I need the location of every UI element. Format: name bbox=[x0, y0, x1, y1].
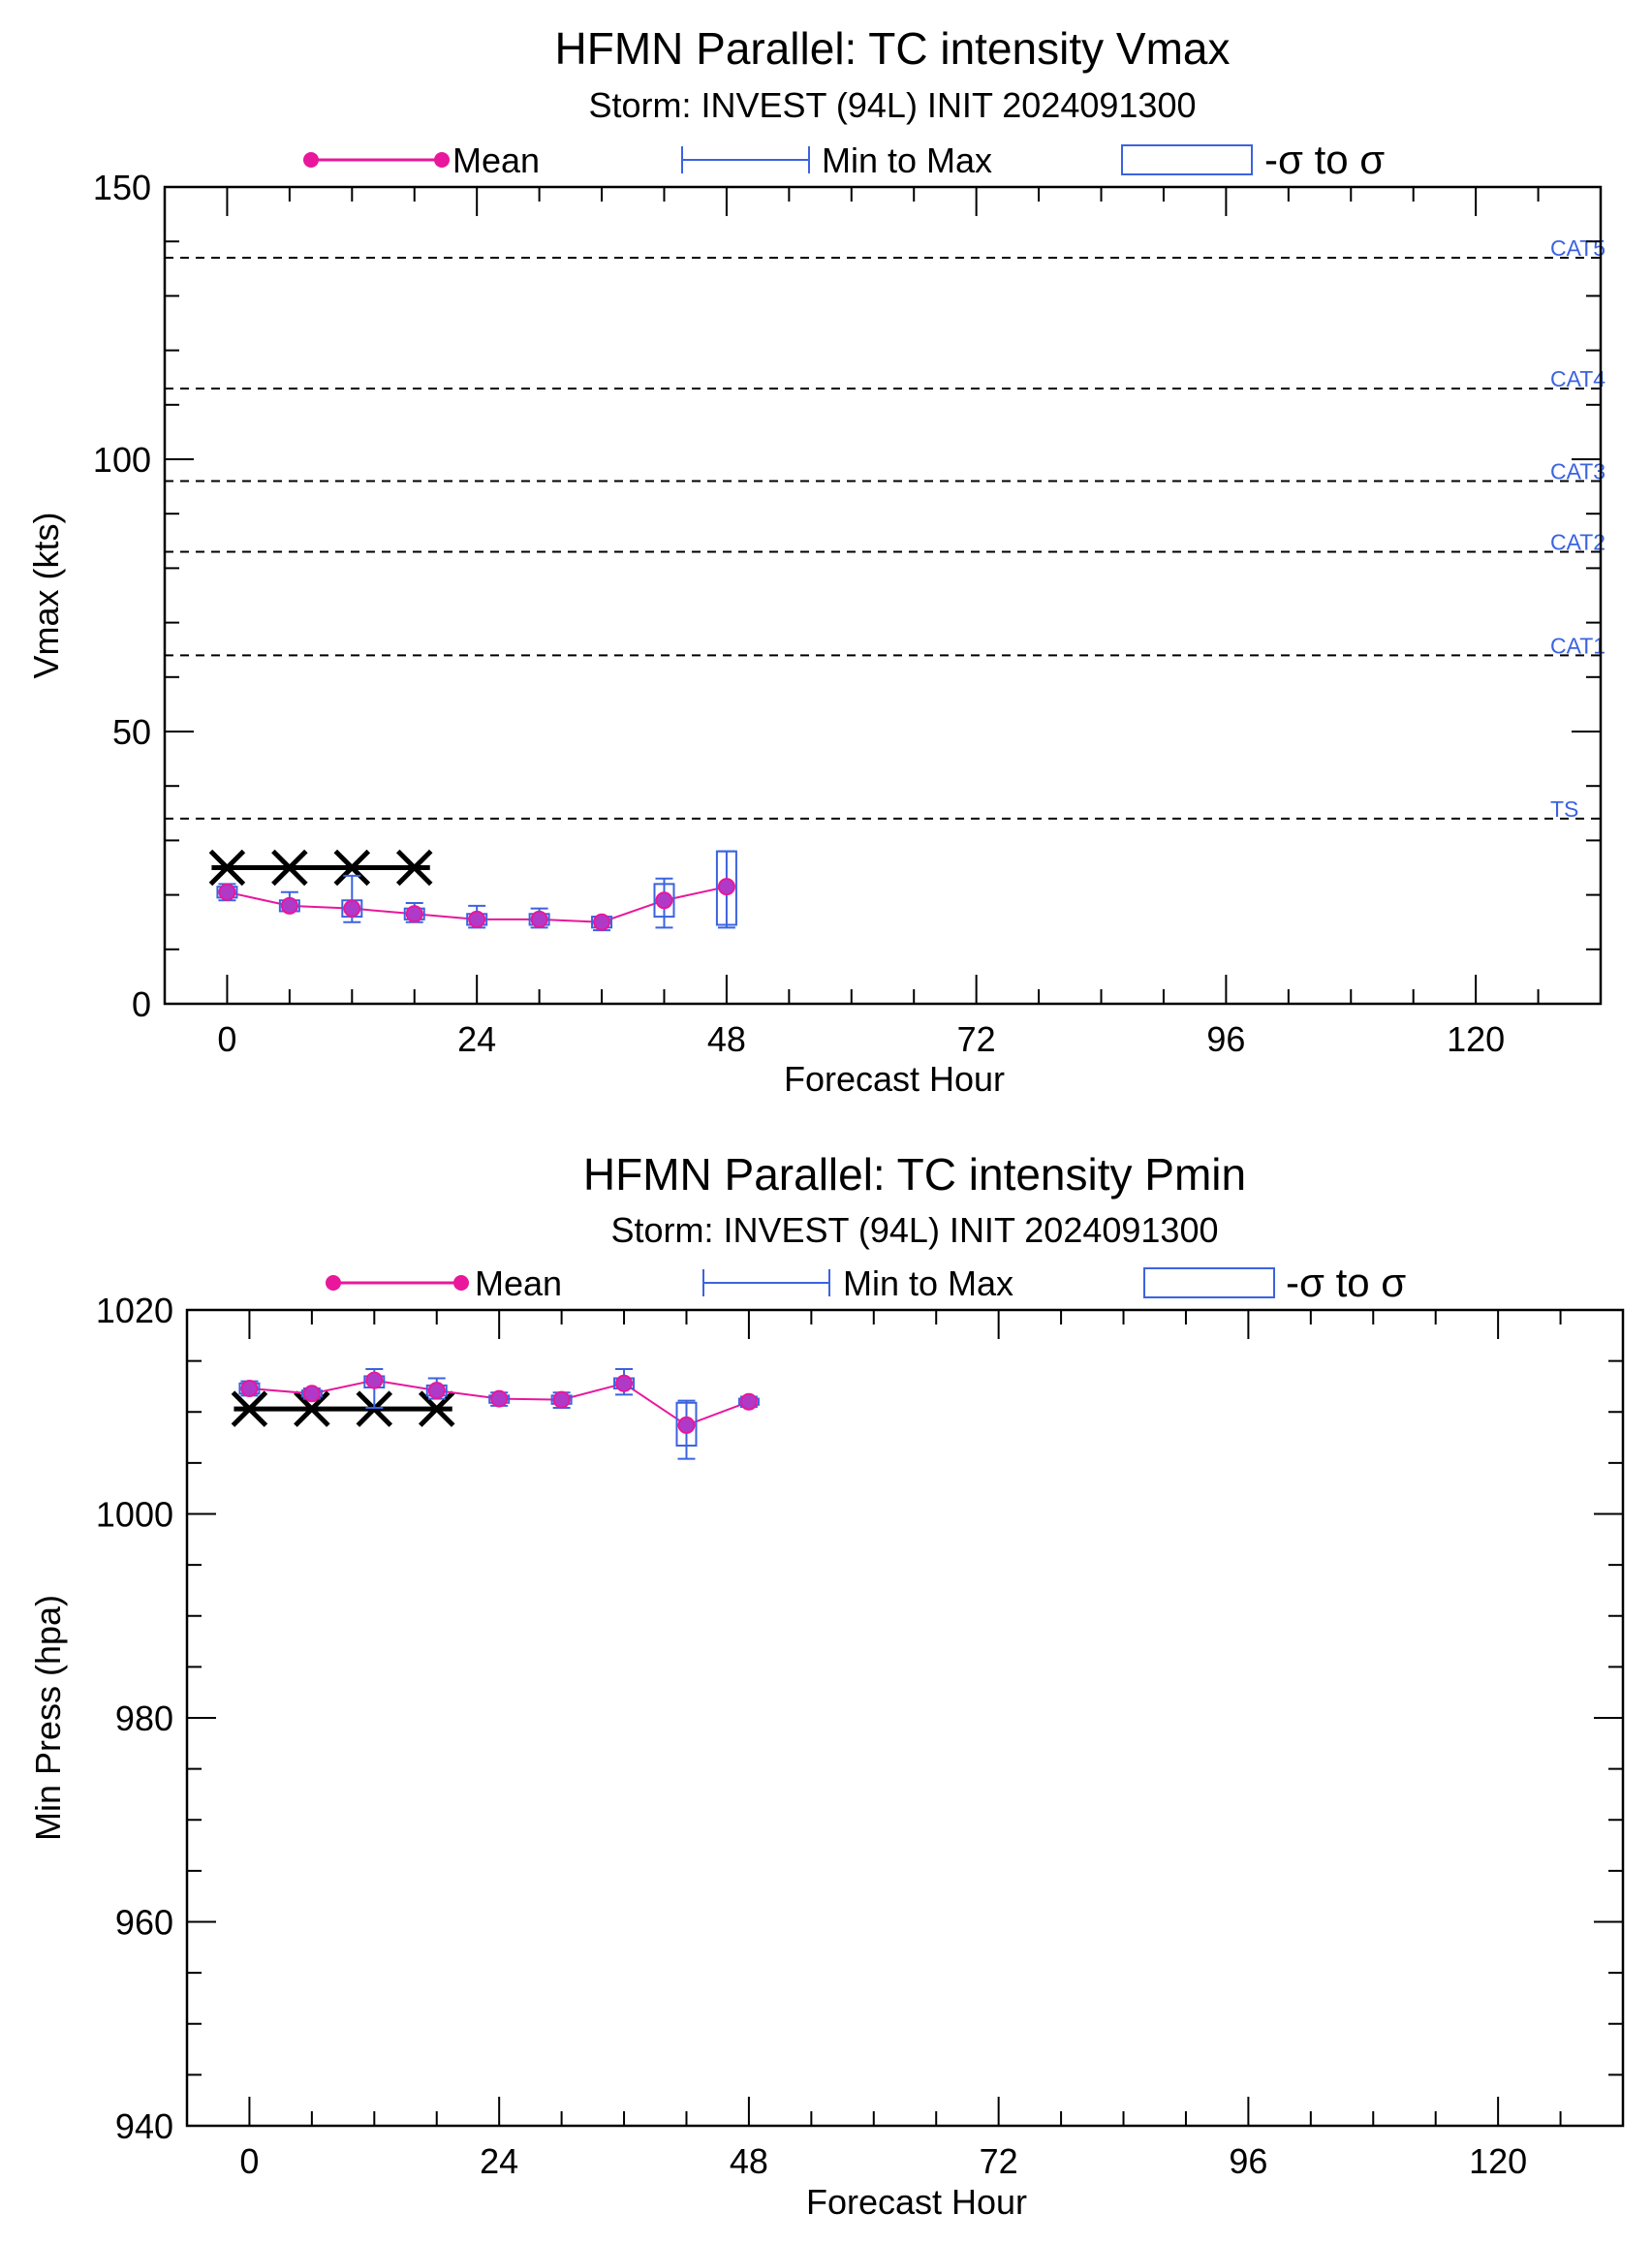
legend: Mean Min to Max -σ to σ bbox=[303, 137, 1385, 182]
x-tick-label: 0 bbox=[239, 2141, 259, 2181]
y-axis-label: Vmax (kts) bbox=[26, 512, 66, 678]
x-tick-label: 120 bbox=[1447, 1019, 1505, 1059]
mean-point bbox=[343, 899, 361, 918]
legend-range-label: Min to Max bbox=[843, 1263, 1013, 1303]
y-tick-label: 50 bbox=[112, 712, 151, 752]
reference-label-cat1: CAT1 bbox=[1550, 633, 1605, 658]
y-tick-label: 1000 bbox=[96, 1495, 173, 1535]
y-tick-label: 1020 bbox=[96, 1291, 173, 1330]
x-tick-label: 48 bbox=[707, 1019, 746, 1059]
legend-mean-marker-left bbox=[303, 152, 319, 168]
legend-mean-label: Mean bbox=[452, 140, 540, 180]
best-track-x-marker bbox=[208, 849, 246, 887]
best-track bbox=[208, 849, 433, 887]
sigma-box bbox=[653, 883, 675, 919]
mean-point bbox=[717, 878, 735, 896]
best-track-x-marker bbox=[231, 1390, 268, 1427]
x-tick-label: 96 bbox=[1229, 2141, 1267, 2181]
x-axis-label: Forecast Hour bbox=[806, 2182, 1027, 2222]
y-tick-label: 100 bbox=[93, 440, 151, 480]
x-tick-label: 24 bbox=[457, 1019, 496, 1059]
x-tick-label: 72 bbox=[957, 1019, 996, 1059]
series-mean bbox=[216, 850, 737, 932]
legend-sigma-label: -σ to σ bbox=[1286, 1260, 1406, 1305]
mean-point bbox=[593, 913, 611, 931]
y-tick-label: 980 bbox=[115, 1699, 173, 1738]
y-axis-label: Min Press (hpa) bbox=[28, 1595, 68, 1841]
x-tick-label: 0 bbox=[217, 1019, 236, 1059]
vmax-chart: HFMN Parallel: TC intensity Vmax Storm: I… bbox=[26, 23, 1605, 1099]
y-tick-label: 150 bbox=[93, 168, 151, 207]
reference-label-ts: TS bbox=[1550, 796, 1578, 822]
mean-point bbox=[490, 1389, 509, 1408]
legend-range-label: Min to Max bbox=[822, 140, 992, 180]
best-track-x-marker bbox=[333, 849, 371, 887]
best-track-x-marker bbox=[294, 1390, 330, 1427]
chart-title: HFMN Parallel: TC intensity Vmax bbox=[555, 23, 1231, 74]
legend-mean-marker-left bbox=[326, 1275, 341, 1291]
sigma-box bbox=[675, 1401, 698, 1447]
mean-point bbox=[218, 883, 236, 901]
mean-point bbox=[427, 1382, 446, 1400]
legend-mean-marker-right bbox=[453, 1275, 469, 1291]
legend-sigma-box bbox=[1121, 144, 1253, 175]
best-track bbox=[231, 1390, 455, 1427]
pmin-chart-panel: HFMN Parallel: TC intensity Pmin Storm: I… bbox=[0, 1122, 1652, 2244]
y-tick-label: 940 bbox=[115, 2106, 173, 2146]
pmin-chart: HFMN Parallel: TC intensity Pmin Storm: I… bbox=[28, 1149, 1625, 2222]
series-mean bbox=[238, 1368, 760, 1460]
best-track-x-marker bbox=[271, 849, 308, 887]
mean-point bbox=[530, 910, 548, 928]
plot-frame bbox=[185, 1308, 1625, 2128]
legend-mean-label: Mean bbox=[475, 1263, 562, 1303]
y-tick-label: 960 bbox=[115, 1903, 173, 1943]
mean-point bbox=[615, 1374, 634, 1392]
chart-subtitle: Storm: INVEST (94L) INIT 2024091300 bbox=[611, 1210, 1219, 1250]
x-tick-label: 96 bbox=[1206, 1019, 1245, 1059]
x-tick-label: 120 bbox=[1469, 2141, 1527, 2181]
reference-label-cat2: CAT2 bbox=[1550, 530, 1605, 555]
x-tick-label: 24 bbox=[480, 2141, 518, 2181]
y-tick-label: 0 bbox=[132, 984, 151, 1024]
best-track-x-marker bbox=[418, 1390, 455, 1427]
mean-point bbox=[739, 1392, 758, 1411]
reference-label-cat3: CAT3 bbox=[1550, 458, 1605, 483]
legend: Mean Min to Max -σ to σ bbox=[326, 1260, 1406, 1305]
mean-point bbox=[365, 1371, 384, 1389]
legend-mean-marker-right bbox=[434, 152, 450, 168]
mean-point bbox=[655, 891, 673, 910]
mean-point bbox=[677, 1416, 696, 1434]
mean-point bbox=[468, 910, 486, 928]
x-tick-label: 72 bbox=[980, 2141, 1018, 2181]
mean-point bbox=[240, 1380, 259, 1398]
chart-subtitle: Storm: INVEST (94L) INIT 2024091300 bbox=[589, 85, 1197, 125]
x-tick-label: 48 bbox=[730, 2141, 768, 2181]
best-track-x-marker bbox=[395, 849, 433, 887]
legend-sigma-box bbox=[1143, 1267, 1275, 1298]
mean-point bbox=[552, 1390, 571, 1409]
mean-point bbox=[405, 905, 423, 923]
legend-sigma-label: -σ to σ bbox=[1264, 137, 1385, 182]
reference-label-cat5: CAT5 bbox=[1550, 235, 1605, 261]
mean-point bbox=[302, 1385, 321, 1403]
chart-title: HFMN Parallel: TC intensity Pmin bbox=[583, 1149, 1246, 1200]
best-track-x-marker bbox=[356, 1390, 393, 1427]
plot-frame bbox=[163, 185, 1603, 1006]
vmax-chart-panel: HFMN Parallel: TC intensity Vmax Storm: I… bbox=[26, 23, 1605, 1099]
mean-point bbox=[280, 896, 298, 915]
sigma-box bbox=[715, 850, 737, 926]
reference-label-cat4: CAT4 bbox=[1550, 366, 1605, 391]
x-axis-label: Forecast Hour bbox=[784, 1059, 1005, 1099]
